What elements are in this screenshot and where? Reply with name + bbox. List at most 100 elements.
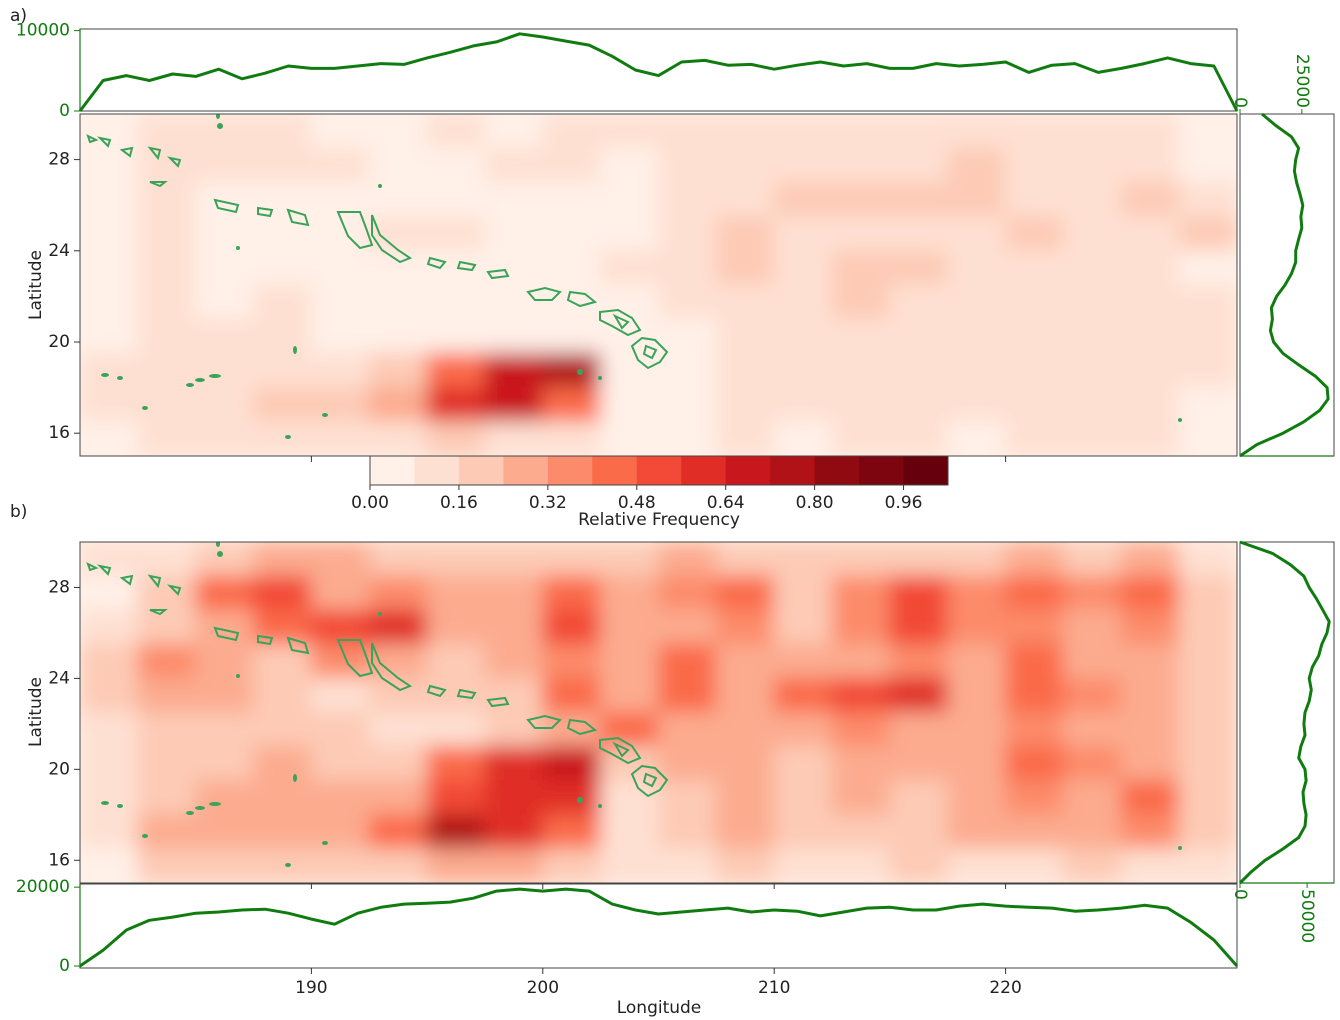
heatmap-cell: [947, 780, 1007, 816]
heatmap-cell: [426, 114, 486, 149]
heatmap-cell: [195, 677, 255, 713]
colorbar-bin: [414, 456, 460, 485]
heatmap-cell: [715, 387, 775, 423]
heatmap: [80, 114, 1237, 456]
colorbar-bin: [770, 456, 816, 485]
heatmap-cell: [310, 250, 370, 286]
heatmap-cell: [600, 216, 659, 252]
heatmap-cell: [80, 318, 139, 354]
y-tick-label: 28: [48, 150, 70, 170]
y-tick-label: 20000: [16, 877, 70, 897]
x-tick-label: 220: [989, 978, 1021, 998]
heatmap-cell: [831, 318, 891, 354]
heatmap-cell: [310, 780, 370, 816]
heatmap-cell: [658, 609, 717, 645]
heatmap-cell: [542, 250, 602, 286]
heatmap-cell: [658, 181, 717, 218]
heatmap-cell: [253, 216, 312, 252]
heatmap-cell: [1120, 284, 1180, 320]
heatmap-cell: [253, 352, 312, 389]
heatmap-cell: [310, 352, 370, 389]
heatmap-cell: [831, 575, 891, 611]
heatmap-cell: [1178, 181, 1237, 218]
heatmap-cell: [600, 814, 659, 850]
heatmap-cell: [947, 712, 1007, 748]
heatmap-cell: [137, 609, 197, 645]
heatmap-cell: [542, 575, 602, 611]
y-tick-label: 24: [48, 668, 70, 688]
heatmap-cell: [1062, 542, 1122, 577]
heatmap-cell: [542, 814, 602, 850]
heatmap-cell: [773, 318, 833, 354]
heatmap-cell: [600, 848, 659, 883]
heatmap-cell: [715, 542, 775, 577]
heatmap-cell: [195, 848, 255, 883]
heatmap-cell: [80, 147, 139, 183]
heatmap-cell: [484, 677, 544, 713]
heatmap-cell: [310, 609, 370, 645]
heatmap-cell: [947, 181, 1007, 218]
panel-label: b): [10, 502, 27, 522]
heatmap-cell: [253, 609, 312, 645]
heatmap-cell: [80, 643, 139, 679]
heatmap-cell: [484, 181, 544, 218]
heatmap-cell: [484, 575, 544, 611]
heatmap-cell: [1120, 746, 1180, 782]
heatmap-cell: [1120, 609, 1180, 645]
heatmap-cell: [484, 387, 544, 423]
colorbar-bin: [636, 456, 682, 485]
x-axis-label: Longitude: [617, 998, 702, 1018]
line-series: [78, 32, 1239, 112]
heatmap-cell: [831, 848, 891, 883]
heatmap-cell: [195, 387, 255, 423]
heatmap-cell: [600, 542, 659, 577]
heatmap-cell: [658, 746, 717, 782]
heatmap-cell: [600, 250, 659, 286]
heatmap-cell: [1120, 250, 1180, 286]
heatmap-cell: [773, 542, 833, 577]
heatmap-cell: [600, 181, 659, 218]
x-tick-label: 0: [1230, 889, 1250, 900]
heatmap-cell: [715, 421, 775, 456]
heatmap-cell: [1178, 609, 1237, 645]
x-tick-label: 200: [527, 978, 559, 998]
heatmap-cell: [542, 387, 602, 423]
heatmap-cell: [947, 542, 1007, 577]
heatmap-cell: [80, 352, 139, 389]
heatmap-cell: [773, 677, 833, 713]
heatmap-cell: [889, 848, 949, 883]
heatmap-cell: [1005, 712, 1064, 748]
heatmap-cell: [426, 814, 486, 850]
heatmap-cell: [137, 712, 197, 748]
y-tick-label: 0: [59, 101, 70, 121]
y-axis-label: Latitude: [26, 677, 46, 747]
heatmap-cell: [484, 609, 544, 645]
axes-frame: [1239, 113, 1335, 457]
heatmap-cell: [1062, 352, 1122, 389]
heatmap-cell: [947, 421, 1007, 456]
heatmap-cell: [426, 181, 486, 218]
heatmap-cell: [1062, 814, 1122, 850]
heatmap-cell: [80, 780, 139, 816]
heatmap-cell: [831, 250, 891, 286]
y-tick-label: 16: [48, 423, 70, 443]
x-tick-label: 0.80: [796, 493, 834, 513]
heatmap-cell: [600, 147, 659, 183]
heatmap-cell: [253, 712, 312, 748]
heatmap-cell: [715, 746, 775, 782]
heatmap-cell: [368, 387, 428, 423]
heatmap-cell: [1178, 352, 1237, 389]
heatmap-cell: [1178, 284, 1237, 320]
heatmap-cell: [773, 421, 833, 456]
heatmap-cell: [831, 181, 891, 218]
heatmap-cell: [715, 609, 775, 645]
heatmap-cell: [253, 677, 312, 713]
heatmap-cell: [831, 542, 891, 577]
heatmap-cell: [831, 609, 891, 645]
heatmap-cell: [310, 284, 370, 320]
heatmap-cell: [715, 814, 775, 850]
heatmap-cell: [1062, 318, 1122, 354]
heatmap-cell: [1120, 216, 1180, 252]
heatmap-cell: [1005, 746, 1064, 782]
heatmap-cell: [1178, 643, 1237, 679]
